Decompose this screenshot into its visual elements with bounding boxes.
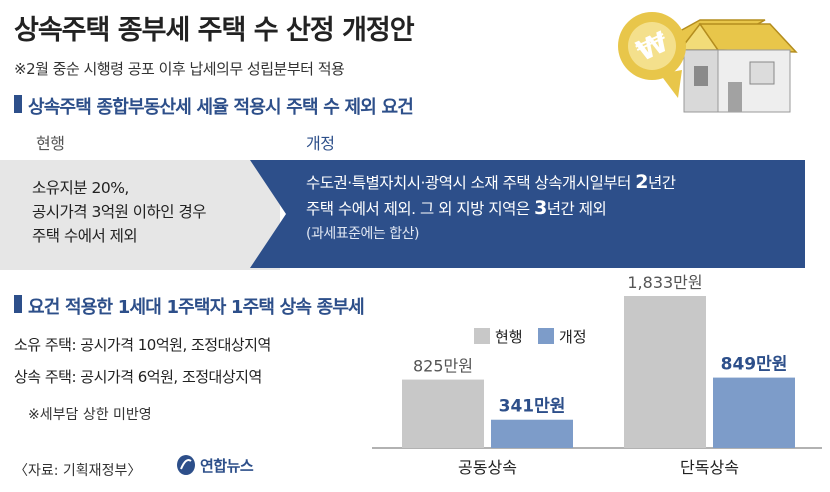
section1-bar: [14, 95, 22, 113]
coin-house-illustration: ₩: [618, 12, 798, 113]
section2-title: 요건 적용한 1세대 1주택자 1주택 상속 종부세: [28, 297, 365, 318]
house-icon: [659, 19, 798, 113]
section1-title: 상속주택 종합부동산세 세율 적용시 주택 수 제외 요건: [28, 97, 414, 118]
inherited-house-info: 상속 주택: 공시가격 6억원, 조정대상지역: [14, 368, 262, 386]
bar-value-label: 1,833만원: [627, 273, 702, 292]
category-label: 공동상속: [458, 458, 517, 477]
bar-revised-0: [491, 419, 573, 448]
revised-label: 개정: [306, 134, 335, 153]
own-house-info: 소유 주택: 공시가격 10억원, 조정대상지역: [14, 336, 271, 354]
legend-label: 개정: [559, 328, 587, 346]
yonhap-logo: 연합뉴스: [176, 454, 254, 476]
bar-current-0: [402, 379, 484, 448]
legend-swatch: [538, 328, 554, 344]
won-coin-icon: ₩: [618, 12, 686, 98]
revised-text: 수도권·특별자치시·광역시 소재 주택 상속개시일부터 2년간 주택 수에서 제…: [306, 171, 676, 242]
section2-bar: [14, 295, 22, 313]
bar-revised-1: [713, 377, 795, 448]
current-box: [0, 160, 280, 270]
current-text: 소유지분 20%, 공시가격 3억원 이하인 경우 주택 수에서 제외: [32, 179, 207, 245]
category-label: 단독상속: [680, 458, 739, 477]
page-title: 상속주택 종부세 주택 수 산정 개정안: [14, 15, 415, 46]
bar-value-label: 825만원: [413, 357, 473, 376]
legend-label: 현행: [495, 328, 523, 346]
tax-cap-note: ※세부담 상한 미반영: [28, 407, 152, 423]
logo-text: 연합뉴스: [200, 456, 254, 475]
legend-swatch: [474, 328, 490, 344]
bar-value-label: 341만원: [499, 397, 566, 417]
page-subtitle: ※2월 중순 시행령 공포 이후 납세의무 성립분부터 적용: [14, 60, 345, 78]
source-text: 〈자료: 기획재정부〉: [14, 463, 142, 479]
bar-current-1: [624, 296, 706, 448]
revised-arrow-box: [250, 160, 805, 268]
bar-value-label: 849만원: [721, 355, 788, 375]
current-label: 현행: [36, 134, 65, 153]
logo-icon: [177, 455, 195, 475]
